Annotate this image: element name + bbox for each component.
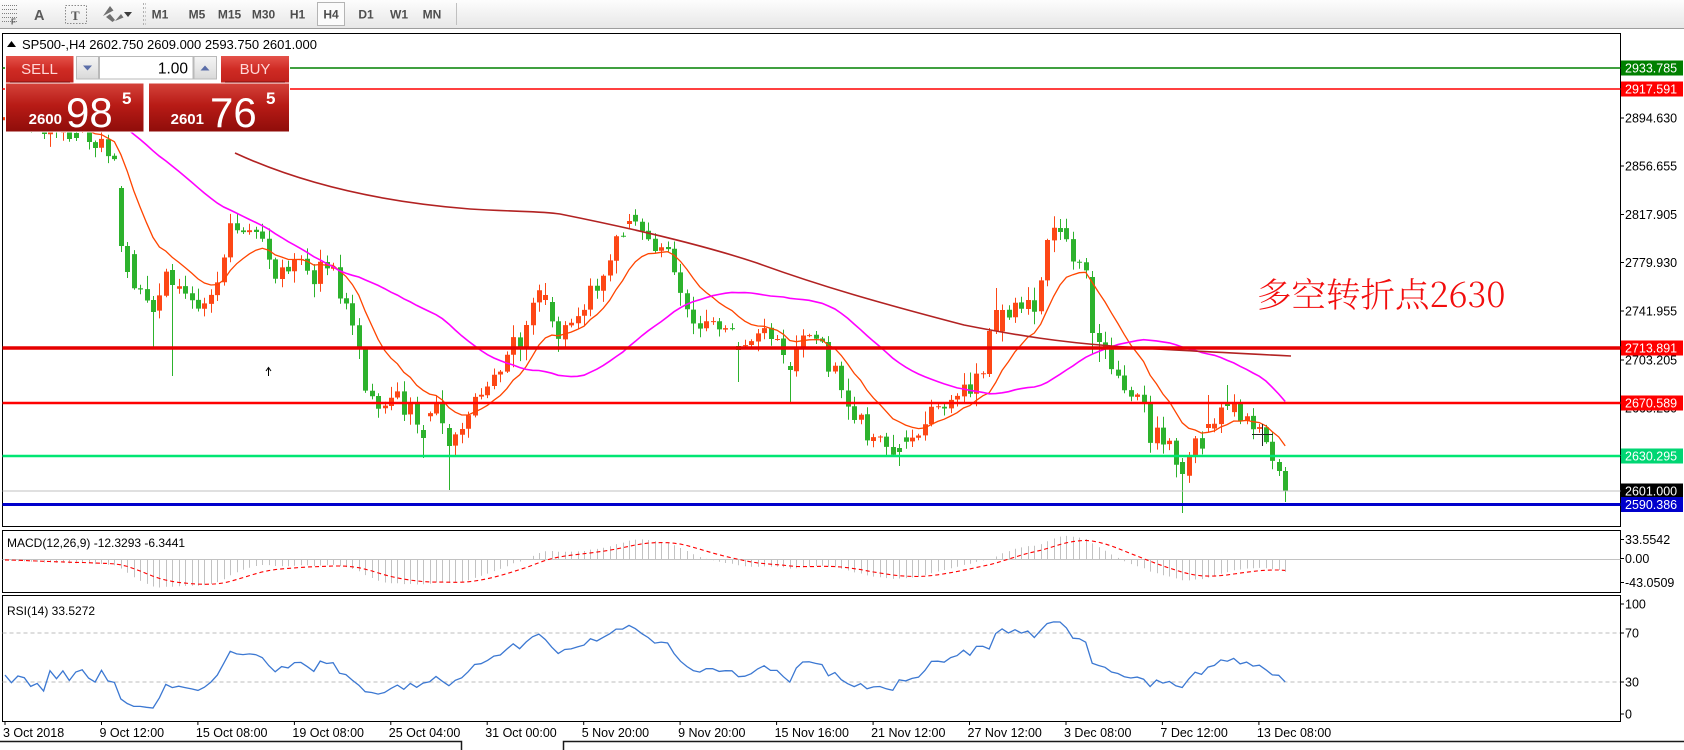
svg-text:2601.000: 2601.000 — [1625, 485, 1677, 499]
svg-text:BUY: BUY — [240, 61, 271, 78]
svg-text:0: 0 — [1625, 708, 1632, 722]
svg-text:33.5542: 33.5542 — [1625, 533, 1670, 547]
svg-text:5 Nov 20:00: 5 Nov 20:00 — [582, 726, 649, 740]
svg-text:30: 30 — [1625, 676, 1639, 690]
svg-text:5: 5 — [266, 89, 275, 108]
svg-text:76: 76 — [210, 89, 257, 136]
svg-text:M15: M15 — [218, 8, 242, 22]
svg-text:T: T — [71, 8, 80, 23]
svg-text:27 Nov 12:00: 27 Nov 12:00 — [968, 726, 1042, 740]
svg-text:21 Nov 12:00: 21 Nov 12:00 — [871, 726, 945, 740]
svg-text:2779.930: 2779.930 — [1625, 256, 1677, 270]
svg-text:19 Oct 08:00: 19 Oct 08:00 — [292, 726, 364, 740]
svg-text:F: F — [11, 18, 16, 27]
svg-text:3 Dec 08:00: 3 Dec 08:00 — [1064, 726, 1131, 740]
svg-text:2917.591: 2917.591 — [1625, 83, 1677, 97]
svg-text:-43.0509: -43.0509 — [1625, 576, 1674, 590]
svg-text:2600: 2600 — [29, 111, 62, 128]
svg-text:2894.630: 2894.630 — [1625, 112, 1677, 126]
svg-text:9 Oct 12:00: 9 Oct 12:00 — [100, 726, 165, 740]
svg-text:13 Dec 08:00: 13 Dec 08:00 — [1257, 726, 1331, 740]
svg-text:A: A — [34, 8, 45, 24]
svg-text:2741.955: 2741.955 — [1625, 305, 1677, 319]
svg-text:15 Oct 08:00: 15 Oct 08:00 — [196, 726, 268, 740]
svg-text:RSI(14) 33.5272: RSI(14) 33.5272 — [7, 604, 95, 618]
svg-text:MACD(12,26,9) -12.3293 -6.3441: MACD(12,26,9) -12.3293 -6.3441 — [7, 536, 185, 550]
svg-text:H1: H1 — [290, 8, 306, 22]
svg-text:M5: M5 — [189, 8, 206, 22]
svg-text:98: 98 — [66, 89, 113, 136]
svg-text:M30: M30 — [252, 8, 276, 22]
svg-text:SELL: SELL — [21, 61, 58, 78]
svg-text:1.00: 1.00 — [158, 61, 189, 78]
svg-text:7 Dec 12:00: 7 Dec 12:00 — [1160, 726, 1227, 740]
svg-text:2630.295: 2630.295 — [1625, 450, 1677, 464]
svg-text:25 Oct 04:00: 25 Oct 04:00 — [389, 726, 461, 740]
svg-text:M1: M1 — [152, 8, 169, 22]
svg-text:15 Nov 16:00: 15 Nov 16:00 — [775, 726, 849, 740]
svg-text:5: 5 — [122, 89, 131, 108]
svg-text:2713.891: 2713.891 — [1625, 342, 1677, 356]
svg-text:2670.589: 2670.589 — [1625, 397, 1677, 411]
svg-text:W1: W1 — [390, 8, 408, 22]
svg-text:70: 70 — [1625, 627, 1639, 641]
svg-text:31 Oct 00:00: 31 Oct 00:00 — [485, 726, 557, 740]
svg-text:H4: H4 — [323, 8, 339, 22]
svg-text:2601: 2601 — [171, 111, 204, 128]
svg-text:MN: MN — [423, 8, 442, 22]
svg-text:2590.386: 2590.386 — [1625, 498, 1677, 512]
svg-text:D1: D1 — [358, 8, 374, 22]
svg-text:100: 100 — [1625, 598, 1646, 612]
svg-text:2933.785: 2933.785 — [1625, 62, 1677, 76]
svg-text:SP500-,H4 2602.750 2609.000 2: SP500-,H4 2602.750 2609.000 2593.750 260… — [22, 37, 317, 52]
svg-text:2703.205: 2703.205 — [1625, 354, 1677, 368]
svg-text:2817.905: 2817.905 — [1625, 208, 1677, 222]
svg-text:3 Oct 2018: 3 Oct 2018 — [3, 726, 64, 740]
svg-text:0.00: 0.00 — [1625, 552, 1649, 566]
svg-text:2856.655: 2856.655 — [1625, 160, 1677, 174]
svg-text:9 Nov 20:00: 9 Nov 20:00 — [678, 726, 745, 740]
